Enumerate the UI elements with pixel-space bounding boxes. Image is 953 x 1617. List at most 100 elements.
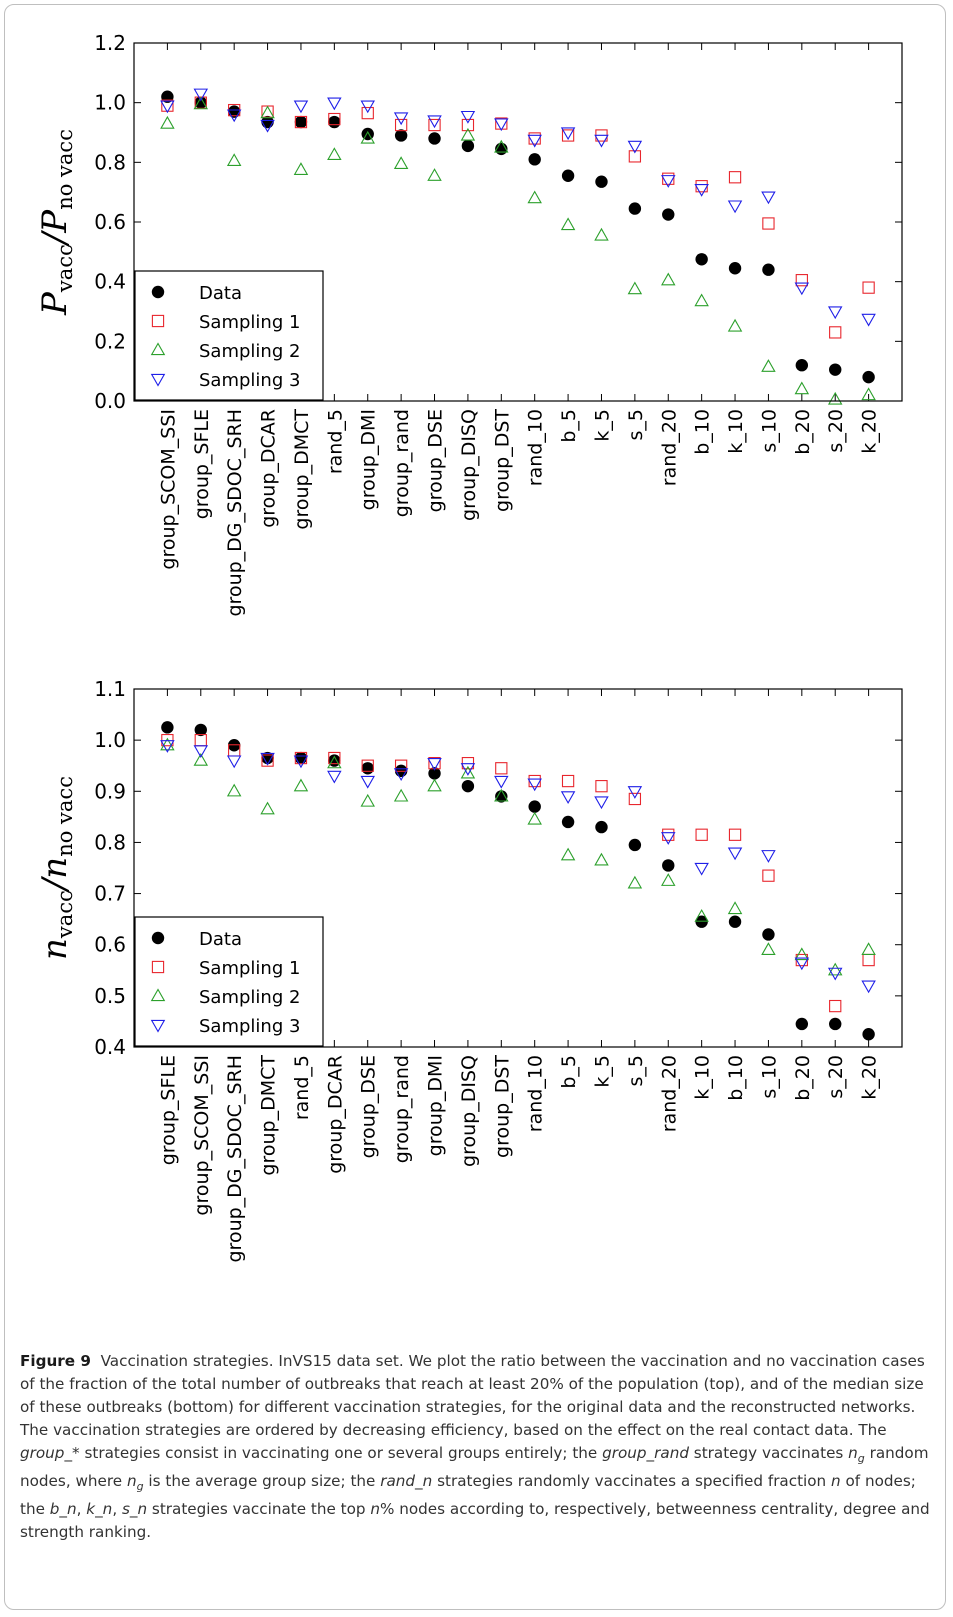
data-point [862,370,875,384]
data-point [527,190,542,204]
y-tick-label: 0.4 [94,270,126,294]
data-point [194,96,207,109]
x-tick-label: group_SFLE [191,409,213,519]
caption-body: Vaccination strategies. InVS15 data set.… [20,1352,930,1541]
data-point [727,901,743,915]
caption-segment: n [370,1500,380,1519]
data-point [327,755,342,769]
data-point [662,828,675,841]
x-tick-label: group_DCAR [324,1055,346,1174]
x-tick-label: group_DISQ [458,409,480,521]
data-point [695,828,708,841]
data-point [361,127,374,141]
x-tick-label: group_DG_SDOC_SRH [224,409,246,617]
x-tick-label: group_SCOM_SSI [191,1055,213,1216]
data-point [561,169,575,182]
x-tick-label: b_10 [725,1055,747,1101]
y-tick-label: 0.5 [94,984,126,1008]
data-point [662,859,675,872]
data-point [627,875,643,889]
y-tick-label: 0.8 [94,150,126,174]
data-point [260,801,275,815]
x-tick-label: s_10 [758,409,780,453]
caption-segment: rand_n [380,1472,433,1491]
data-point [827,962,843,976]
data-point [594,134,609,148]
data-point [827,306,843,320]
data-point [762,263,775,276]
data-point [360,130,375,144]
x-tick-label: s_20 [825,409,847,453]
data-point [595,780,608,793]
data-point [761,942,776,955]
data-point [595,820,608,834]
data-point [460,127,476,141]
x-tick-label: group_SFLE [157,1055,179,1165]
data-point [427,778,442,792]
data-point [861,980,876,994]
data-point [628,792,642,806]
data-point [360,100,375,114]
plot-area [133,688,903,1048]
legend-marker [151,314,165,328]
y-axis-label: nvacc/nno vacc [35,776,77,960]
data-point [795,1017,809,1031]
legend-box [134,916,324,1047]
caption-segment: s_n [121,1500,148,1519]
data-point [827,967,843,981]
data-point [861,387,876,401]
data-point [527,811,542,825]
data-point [727,318,743,332]
legend-marker [151,960,165,974]
legend-label: Sampling 3 [199,370,300,391]
data-point [394,759,408,772]
x-tick-label: group_DISQ [458,1055,480,1167]
data-point [194,723,207,737]
y-tick-label: 0.6 [94,210,126,234]
data-point [328,112,341,126]
x-tick-label: rand_5 [291,1055,313,1120]
data-point [727,847,743,861]
data-point [829,999,842,1013]
data-point [328,751,341,765]
data-point [361,762,374,775]
y-tick-label: 1.2 [94,31,126,55]
legend-label: Sampling 3 [199,1016,300,1037]
data-point [827,391,843,405]
y-tick-label: 0.2 [94,329,126,353]
data-point [360,775,375,789]
data-point [394,118,408,132]
data-point [260,752,275,766]
data-point [695,253,708,266]
data-point [494,139,509,153]
legend-label: Sampling 2 [199,987,300,1008]
caption-segment: strategies randomly vaccinates a specifi… [432,1472,832,1491]
data-point [328,115,341,129]
data-point [161,721,174,734]
data-point [727,200,743,214]
data-point [293,100,309,114]
caption-segment: % nodes according to, respectively, betw… [20,1500,930,1542]
data-point [627,140,643,154]
data-point [260,105,275,119]
data-point [495,790,508,803]
data-point [728,915,742,928]
data-point [226,153,242,166]
caption-segment: strategy vaccinates [688,1444,849,1462]
data-point [861,942,876,955]
data-point [327,97,342,111]
x-tick-label: rand_5 [324,409,346,474]
chart-1: 0.0 0.2 0.4 0.6 0.8 1.0 1.2 group_SCOM_SSI group… [35,31,903,617]
figure-caption: Figure 9 Vaccination strategies. InVS15 … [20,1350,936,1544]
caption-segment: Vaccination strategies. InVS15 data set.… [20,1352,925,1439]
x-tick-label: k_20 [859,409,881,454]
data-point [260,119,275,133]
legend-marker [150,988,166,1002]
caption-segment: strategies consist in vaccinating one or… [79,1444,603,1462]
figure-label: Figure 9 [20,1352,91,1370]
caption-segment: , [76,1500,87,1519]
data-point [694,862,709,876]
data-point [193,745,209,758]
data-point [193,752,209,766]
